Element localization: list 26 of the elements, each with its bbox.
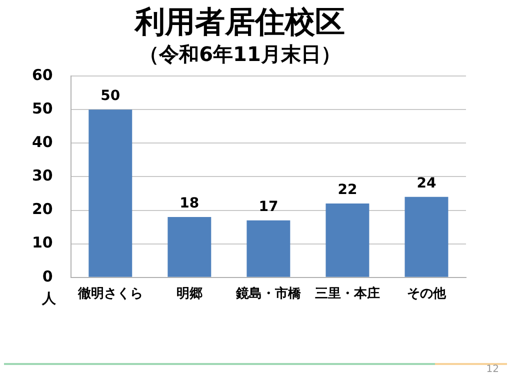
data-label: 22	[338, 182, 358, 198]
x-tick-label: 三里・本庄	[314, 286, 380, 302]
x-tick-label: 徹明さくら	[76, 286, 143, 302]
data-label: 17	[258, 198, 278, 215]
x-tick-label: 明郷	[176, 286, 202, 302]
y-tick-label: 10	[32, 234, 53, 252]
y-tick-label: 0	[42, 267, 53, 286]
y-tick-label: 20	[32, 200, 53, 218]
chart-title: 利用者居住校区	[134, 4, 345, 40]
data-label: 50	[100, 88, 120, 104]
y-tick-label: 40	[32, 133, 53, 152]
text: 12	[486, 364, 499, 375]
x-tick-label: その他	[406, 286, 447, 302]
bar	[246, 220, 290, 277]
y-tick-label: 50	[32, 99, 53, 118]
bar	[326, 204, 370, 277]
chart-subtitle: （令和6年11月末日）	[139, 42, 341, 66]
bar	[168, 216, 212, 277]
y-axis-title: 人	[40, 291, 57, 308]
y-tick-label: 30	[32, 166, 53, 185]
data-label: 18	[180, 196, 200, 212]
y-tick-label: 60	[32, 66, 53, 84]
x-tick-label: 鏡島・市橋	[234, 286, 302, 302]
bar	[88, 110, 132, 277]
data-label: 24	[416, 175, 436, 192]
bar	[404, 196, 448, 277]
